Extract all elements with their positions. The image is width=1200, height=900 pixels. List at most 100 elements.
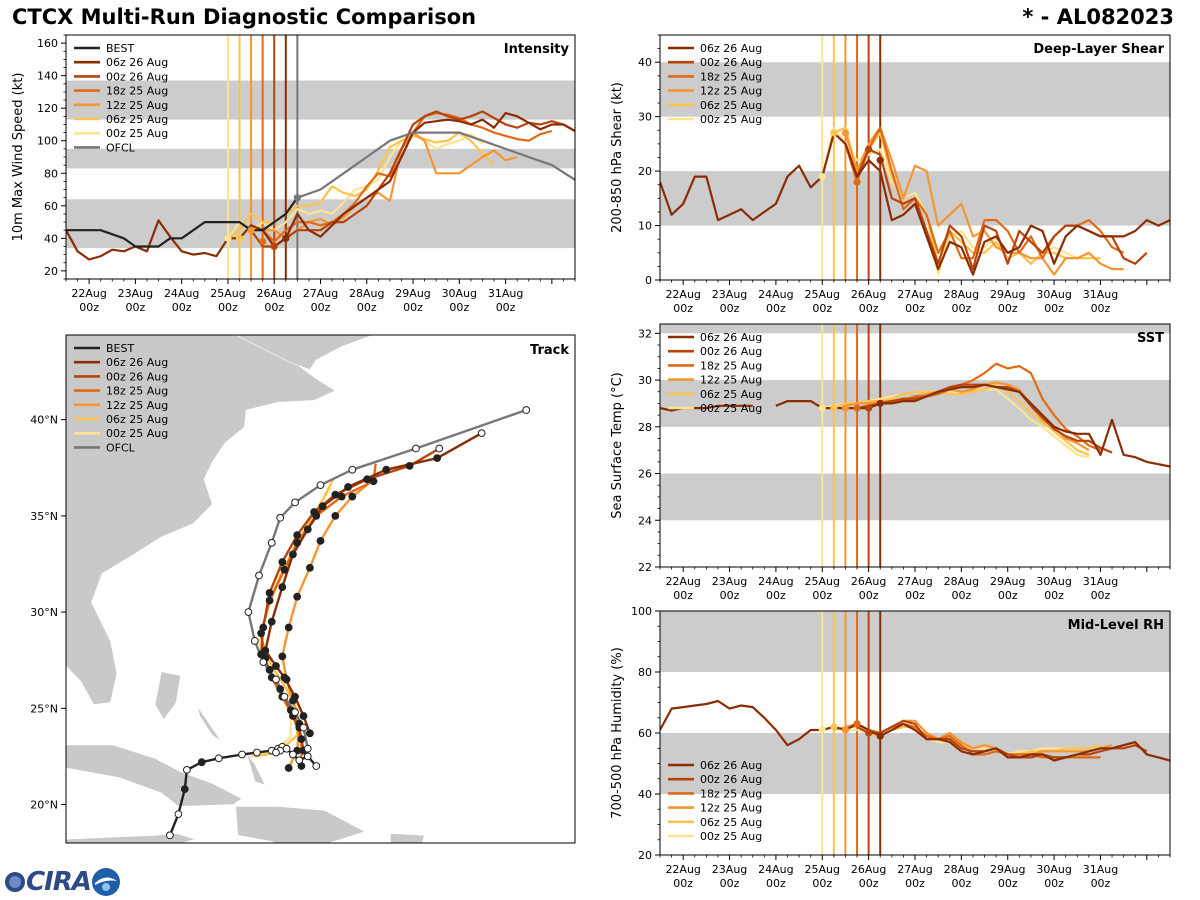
sst-x-tick-sublabel: 00z bbox=[905, 589, 925, 602]
intensity-x-tick-sublabel: 00z bbox=[449, 301, 469, 314]
shear-y-tick-label: 30 bbox=[638, 111, 652, 124]
intensity-y-tick-label: 100 bbox=[37, 135, 58, 148]
storm-id: * - AL082023 bbox=[1022, 5, 1174, 29]
track-point-06z-26-aug bbox=[318, 502, 327, 511]
shear-legend-label-06z-26-aug: 06z 26 Aug bbox=[700, 42, 762, 55]
shear-init-marker-06z-25-aug bbox=[830, 129, 838, 137]
intensity-threshold-band bbox=[66, 148, 575, 169]
track-line-12z-25-aug bbox=[281, 484, 368, 769]
track-point-best bbox=[272, 748, 280, 757]
sst-init-marker-00z-26-aug bbox=[865, 404, 873, 412]
track-point-ofcl bbox=[244, 608, 253, 616]
intensity-x-tick-sublabel: 00z bbox=[403, 301, 423, 314]
shear-x-tick-label: 29Aug bbox=[990, 288, 1025, 301]
rh-y-tick-label: 60 bbox=[638, 727, 652, 740]
track-point-00z-26-aug bbox=[363, 475, 372, 484]
intensity-x-tick-label: 22Aug bbox=[71, 287, 106, 300]
rh-x-tick-label: 28Aug bbox=[944, 863, 979, 876]
shear-init-marker-18z-25-aug bbox=[853, 178, 861, 186]
intensity-legend-label-00z-26-aug: 00z 26 Aug bbox=[106, 70, 168, 83]
intensity-y-tick-label: 140 bbox=[37, 70, 58, 83]
rh-x-tick-label: 26Aug bbox=[851, 863, 886, 876]
track-point-ofcl bbox=[267, 538, 276, 547]
intensity-x-tick-label: 27Aug bbox=[303, 287, 338, 300]
sst-threshold-band bbox=[660, 324, 1170, 334]
intensity-init-marker-ofcl bbox=[293, 194, 301, 202]
track-point-ofcl bbox=[412, 444, 420, 453]
intensity-legend-label-06z-25-aug: 06z 25 Aug bbox=[106, 113, 168, 126]
shear-x-tick-label: 24Aug bbox=[758, 288, 793, 301]
sst-legend-label-06z-25-aug: 06z 25 Aug bbox=[700, 388, 762, 401]
shear-x-tick-label: 25Aug bbox=[805, 288, 840, 301]
sst-init-marker-18z-25-aug bbox=[853, 404, 861, 412]
track-legend-label-06z-25-aug: 06z 25 Aug bbox=[106, 413, 168, 426]
landmass bbox=[390, 833, 425, 843]
track-point-00z-26-aug bbox=[265, 588, 274, 597]
track-point-ofcl bbox=[259, 658, 268, 667]
rh-x-tick-label: 24Aug bbox=[758, 863, 793, 876]
track-point-ofcl bbox=[291, 498, 299, 507]
sst-panel-title: SST bbox=[1137, 331, 1164, 346]
track-point-06z-26-aug bbox=[477, 429, 486, 438]
track-legend-label-18z-25-aug: 18z 25 Aug bbox=[106, 385, 168, 398]
shear-y-tick-label: 0 bbox=[645, 274, 652, 287]
track-point-ofcl bbox=[348, 465, 357, 474]
track-point-best bbox=[295, 756, 304, 765]
landmass bbox=[66, 744, 243, 807]
sst-x-tick-label: 25Aug bbox=[805, 575, 840, 588]
sst-threshold-band bbox=[660, 380, 1170, 427]
intensity-init-marker-06z-26-aug bbox=[282, 234, 290, 242]
shear-y-axis-label: 200-850 hPa Shear (kt) bbox=[610, 82, 625, 233]
intensity-x-tick-label: 23Aug bbox=[118, 287, 153, 300]
rh-threshold-band bbox=[660, 733, 1170, 794]
track-point-00z-26-aug bbox=[259, 623, 268, 632]
track-lat-tick-label: 20°N bbox=[30, 799, 58, 812]
track-point-ofcl bbox=[522, 406, 531, 414]
track-point-best bbox=[252, 748, 261, 757]
track-line-ofcl bbox=[247, 408, 527, 749]
cira-logo-text: CIRA bbox=[26, 867, 92, 897]
sst-x-tick-label: 24Aug bbox=[758, 575, 793, 588]
rh-init-marker-00z-26-aug bbox=[865, 729, 873, 737]
shear-plot-area bbox=[660, 35, 1170, 280]
rh-legend-label-00z-26-aug: 00z 26 Aug bbox=[700, 773, 762, 786]
intensity-x-tick-label: 28Aug bbox=[349, 287, 384, 300]
shear-x-tick-sublabel: 00z bbox=[859, 302, 879, 315]
rh-x-tick-sublabel: 00z bbox=[766, 877, 786, 890]
sst-y-tick-label: 24 bbox=[638, 514, 652, 527]
shear-x-tick-label: 31Aug bbox=[1083, 288, 1118, 301]
track-point-06z-26-aug bbox=[272, 662, 280, 670]
track-point-06z-26-aug bbox=[278, 583, 287, 591]
intensity-x-tick-label: 24Aug bbox=[164, 287, 199, 300]
shear-legend-label-18z-25-aug: 18z 25 Aug bbox=[700, 70, 762, 83]
sst-y-tick-label: 32 bbox=[638, 327, 652, 340]
track-panel-title: Track bbox=[530, 343, 569, 358]
track-point-18z-25-aug bbox=[265, 596, 274, 605]
intensity-x-tick-sublabel: 00z bbox=[357, 301, 377, 314]
track-point-00z-26-aug bbox=[276, 685, 285, 693]
intensity-legend-label-06z-26-aug: 06z 26 Aug bbox=[106, 56, 168, 69]
track-point-00z-26-aug bbox=[278, 558, 287, 566]
sst-legend-label-00z-26-aug: 00z 26 Aug bbox=[700, 345, 762, 358]
intensity-x-tick-sublabel: 00z bbox=[79, 301, 99, 314]
track-lat-tick-label: 35°N bbox=[30, 510, 58, 523]
track-point-12z-25-aug bbox=[278, 652, 287, 661]
shear-x-tick-sublabel: 00z bbox=[905, 302, 925, 315]
track-frame bbox=[65, 334, 576, 844]
shear-series-12z-25-aug bbox=[844, 126, 1124, 276]
shear-x-tick-label: 27Aug bbox=[897, 288, 932, 301]
intensity-legend-label-best: BEST bbox=[106, 42, 134, 55]
track-point-best bbox=[174, 810, 183, 819]
track-point-ofcl bbox=[316, 481, 325, 489]
intensity-series-00z-26-aug bbox=[250, 110, 575, 248]
sst-x-tick-label: 22Aug bbox=[665, 575, 700, 588]
sst-x-tick-label: 30Aug bbox=[1036, 575, 1071, 588]
intensity-plot-area bbox=[66, 35, 575, 279]
sst-y-tick-label: 22 bbox=[638, 561, 652, 574]
shear-series-06z-26-aug bbox=[660, 131, 1170, 276]
track-legend-label-ofcl: OFCL bbox=[106, 441, 136, 454]
